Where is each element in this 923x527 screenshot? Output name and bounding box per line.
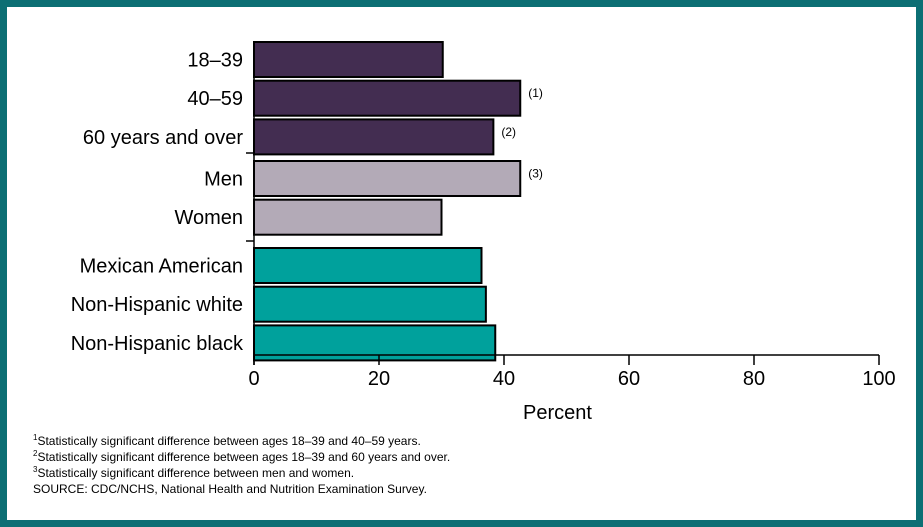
category-label: 40–59 bbox=[187, 88, 243, 110]
x-tick-label: 80 bbox=[743, 368, 765, 390]
bar bbox=[253, 198, 443, 236]
bar bbox=[253, 247, 483, 284]
category-label: 18–39 bbox=[187, 50, 243, 72]
bar bbox=[253, 285, 487, 323]
footnote-1: 1Statistically significant difference be… bbox=[33, 433, 421, 448]
footnote-3: 3Statistically significant difference be… bbox=[33, 465, 355, 480]
category-label: Men bbox=[204, 169, 243, 191]
x-axis-title: Percent bbox=[523, 402, 592, 424]
bar bbox=[253, 41, 444, 78]
footnotes: 1Statistically significant difference be… bbox=[33, 433, 450, 497]
significance-note: (2) bbox=[501, 125, 516, 139]
x-tick-label: 60 bbox=[618, 368, 640, 390]
x-tick-label: 20 bbox=[368, 368, 390, 390]
footnote-2: 2Statistically significant difference be… bbox=[33, 449, 451, 464]
category-label: Non-Hispanic white bbox=[71, 294, 243, 316]
bar bbox=[253, 118, 495, 156]
bar bbox=[253, 79, 522, 117]
bar bbox=[253, 160, 522, 197]
source-note: SOURCE: CDC/NCHS, National Health and Nu… bbox=[33, 482, 427, 496]
category-label: Mexican American bbox=[80, 256, 243, 278]
x-tick-label: 40 bbox=[493, 368, 515, 390]
x-tick-label: 100 bbox=[862, 368, 895, 390]
x-tick-label: 0 bbox=[248, 368, 259, 390]
significance-note: (3) bbox=[528, 167, 543, 181]
category-label: Non-Hispanic black bbox=[71, 333, 244, 355]
category-label: 60 years and over bbox=[83, 127, 243, 149]
significance-note: (1) bbox=[528, 86, 543, 100]
category-label: Women bbox=[174, 207, 243, 229]
